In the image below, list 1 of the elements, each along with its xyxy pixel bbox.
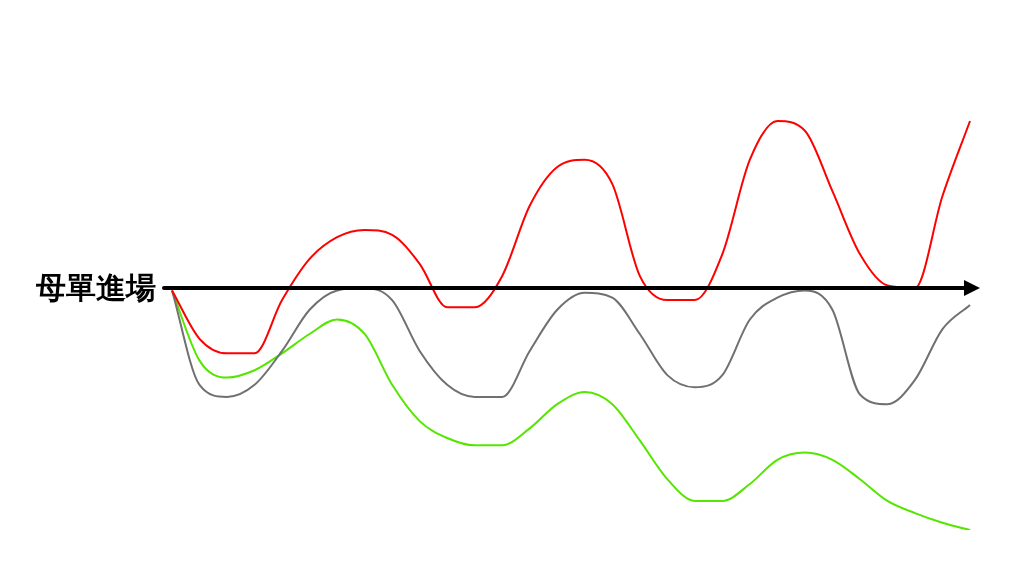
ref-line-label: 母單進場 <box>35 269 156 305</box>
